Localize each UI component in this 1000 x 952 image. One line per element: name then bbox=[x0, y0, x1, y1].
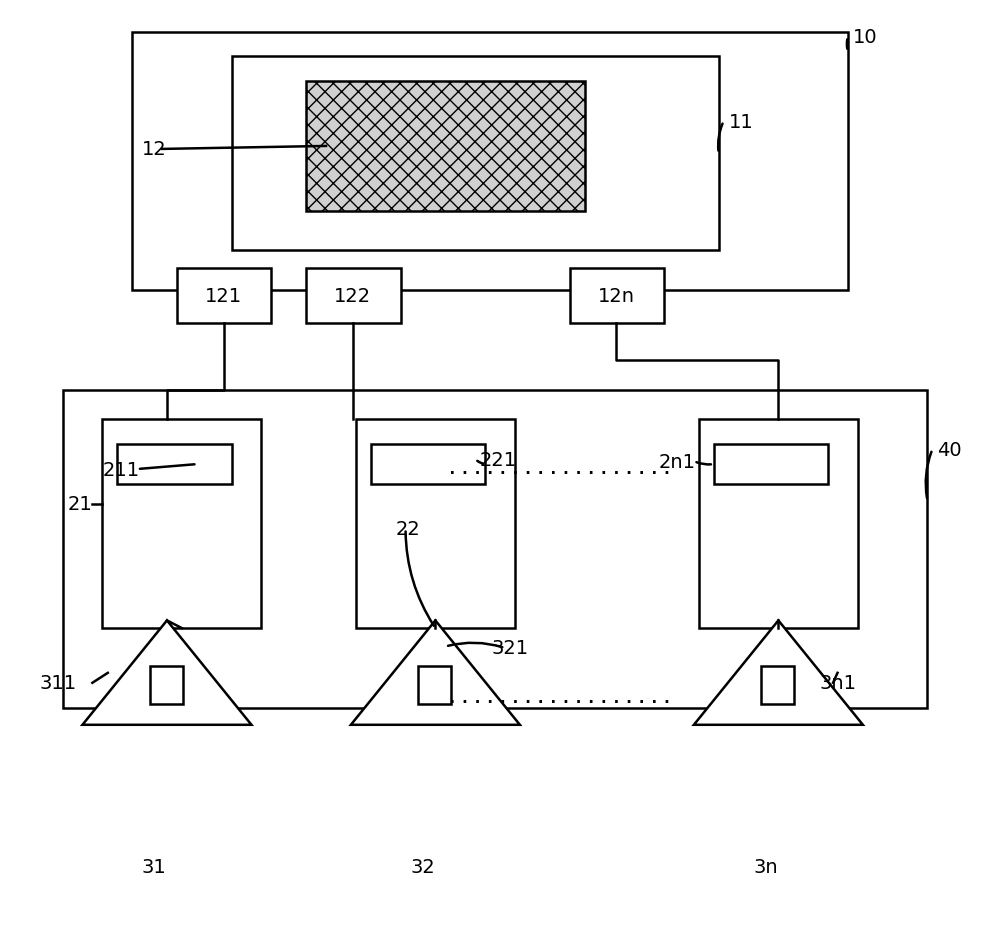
Text: 3n1: 3n1 bbox=[820, 674, 857, 692]
Text: 12n: 12n bbox=[598, 287, 635, 306]
Bar bbox=[150, 666, 183, 704]
Text: 211: 211 bbox=[102, 460, 139, 479]
Text: 11: 11 bbox=[729, 112, 753, 131]
Bar bbox=[306, 82, 585, 211]
Text: 22: 22 bbox=[396, 520, 420, 539]
Text: 321: 321 bbox=[491, 639, 529, 658]
Bar bbox=[63, 390, 927, 708]
Text: 40: 40 bbox=[937, 440, 962, 459]
Bar bbox=[699, 420, 858, 628]
Bar bbox=[102, 420, 261, 628]
Bar bbox=[177, 268, 271, 324]
Bar bbox=[418, 666, 451, 704]
Bar bbox=[570, 268, 664, 324]
Text: 122: 122 bbox=[334, 287, 371, 306]
Bar bbox=[714, 445, 828, 485]
Text: 221: 221 bbox=[480, 450, 517, 469]
Polygon shape bbox=[694, 621, 863, 725]
Text: ..................: .................. bbox=[446, 686, 673, 706]
Bar bbox=[132, 32, 848, 290]
Bar bbox=[761, 666, 794, 704]
Text: 2n1: 2n1 bbox=[659, 452, 696, 471]
Text: 311: 311 bbox=[39, 674, 76, 692]
Bar bbox=[117, 445, 232, 485]
Text: 31: 31 bbox=[142, 858, 166, 876]
Text: ..................: .................. bbox=[446, 458, 673, 478]
Text: 21: 21 bbox=[68, 495, 92, 514]
Text: 10: 10 bbox=[853, 28, 878, 47]
Bar bbox=[356, 420, 515, 628]
Bar bbox=[371, 445, 485, 485]
Text: 32: 32 bbox=[410, 858, 435, 876]
Polygon shape bbox=[351, 621, 520, 725]
Bar bbox=[232, 57, 719, 251]
Text: 121: 121 bbox=[205, 287, 242, 306]
Text: 12: 12 bbox=[142, 140, 167, 159]
Polygon shape bbox=[82, 621, 251, 725]
Bar bbox=[306, 268, 401, 324]
Text: 3n: 3n bbox=[753, 858, 778, 876]
